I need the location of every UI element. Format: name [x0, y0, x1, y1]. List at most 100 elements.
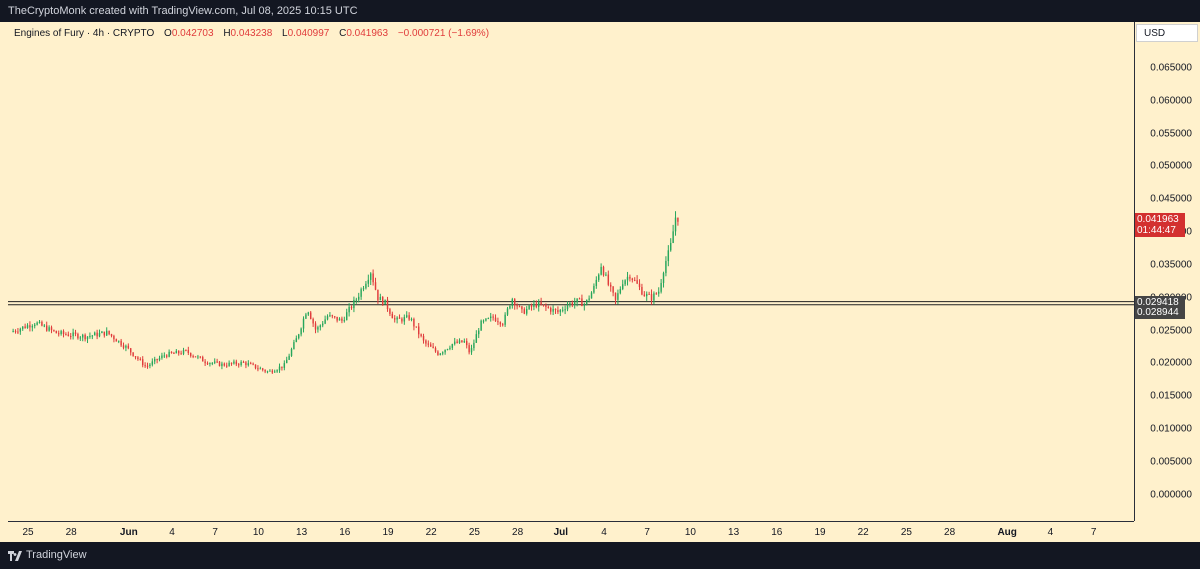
candle-body [65, 334, 67, 336]
candle-body [329, 315, 331, 317]
candle-body [360, 289, 362, 297]
time-tick-label: 7 [212, 527, 218, 538]
candle-body [506, 308, 509, 315]
candle-body [658, 291, 660, 294]
candle-body [79, 337, 82, 339]
time-tick-label: 7 [1090, 527, 1097, 538]
candle-body [439, 353, 442, 355]
candle-body [391, 313, 394, 319]
candle-body [156, 358, 158, 361]
candle-body [586, 299, 588, 305]
candle-body [641, 286, 643, 295]
candle-body [254, 364, 257, 369]
candle-body [622, 284, 624, 290]
low-value: 0.040997 [287, 28, 330, 39]
candle-body [667, 250, 670, 262]
candle-body [158, 357, 161, 361]
candle-body [317, 327, 319, 330]
candle-body [355, 299, 358, 301]
candle-body [480, 320, 482, 331]
candle-body [298, 334, 300, 339]
candle-body [221, 363, 223, 367]
candle-body [226, 365, 228, 367]
candle-body [276, 370, 278, 372]
candle-body [665, 261, 667, 274]
candle-body [528, 305, 530, 310]
candle-body [437, 351, 439, 355]
candle-body [557, 310, 559, 313]
candle-body [86, 336, 89, 340]
candle-body [461, 340, 463, 343]
candle-body [394, 318, 396, 320]
currency-selector[interactable]: USD [1136, 24, 1198, 42]
candle-body [228, 362, 230, 366]
candle-body [300, 328, 302, 335]
price-tick-label: 0.050000 [1150, 160, 1192, 172]
candle-body [403, 317, 406, 322]
time-tick-label: 19 [382, 527, 394, 538]
candle-body [137, 357, 139, 360]
time-tick-label: 16 [771, 527, 783, 538]
candle-body [660, 282, 662, 292]
candle-body [643, 294, 646, 297]
plot-area[interactable] [8, 22, 1134, 521]
candle-body [245, 362, 247, 366]
candle-body [139, 359, 142, 361]
candle-body [425, 340, 427, 344]
candle-body [331, 315, 334, 317]
candle-body [569, 302, 571, 306]
candle-body [526, 309, 528, 314]
candle-body [485, 318, 487, 321]
candle-body [24, 326, 26, 329]
candle-body [302, 318, 305, 329]
time-tick-label: 28 [65, 527, 77, 538]
candlestick-chart[interactable] [8, 22, 1134, 521]
candle-body [384, 299, 386, 305]
candle-body [34, 324, 36, 327]
candle-body [46, 325, 48, 331]
candle-body [103, 331, 106, 336]
price-axis[interactable] [1134, 22, 1200, 521]
candle-body [70, 336, 72, 338]
tradingview-logo-icon [8, 551, 22, 561]
candle-body [48, 327, 50, 331]
candle-body [149, 364, 151, 366]
candle-body [418, 326, 420, 335]
candle-body [163, 355, 166, 357]
candle-body [36, 322, 38, 325]
candle-body [566, 305, 569, 310]
candle-body [571, 302, 574, 306]
time-tick-label: 7 [644, 527, 650, 538]
candle-body [576, 298, 578, 303]
candle-body [12, 331, 14, 333]
candle-body [442, 352, 444, 354]
candle-body [199, 356, 202, 358]
candle-body [250, 363, 252, 365]
candle-body [322, 323, 324, 326]
candle-body [482, 320, 485, 322]
candle-body [190, 353, 192, 356]
level-upper-tag: 0.029418 [1135, 295, 1185, 309]
candle-body [230, 362, 233, 364]
low-label: L [282, 28, 288, 39]
time-axis[interactable] [8, 521, 1134, 543]
candle-body [504, 314, 506, 325]
candle-body [247, 363, 250, 366]
level-lower-tag: 0.028944 [1135, 305, 1185, 319]
candle-body [334, 316, 336, 318]
candle-body [274, 371, 276, 373]
candle-body [475, 334, 478, 343]
candle-body [180, 353, 182, 355]
candle-body [458, 340, 461, 343]
candle-body [346, 312, 348, 321]
candle-body [269, 370, 271, 372]
candle-body [235, 361, 238, 365]
candle-body [631, 278, 634, 280]
candle-body [420, 334, 422, 336]
candle-body [410, 318, 413, 320]
candle-body [468, 345, 470, 353]
time-tick-label: 22 [857, 527, 869, 538]
price-tick-label: 0.045000 [1150, 193, 1192, 205]
candle-body [194, 356, 197, 358]
candle-body [499, 322, 502, 325]
